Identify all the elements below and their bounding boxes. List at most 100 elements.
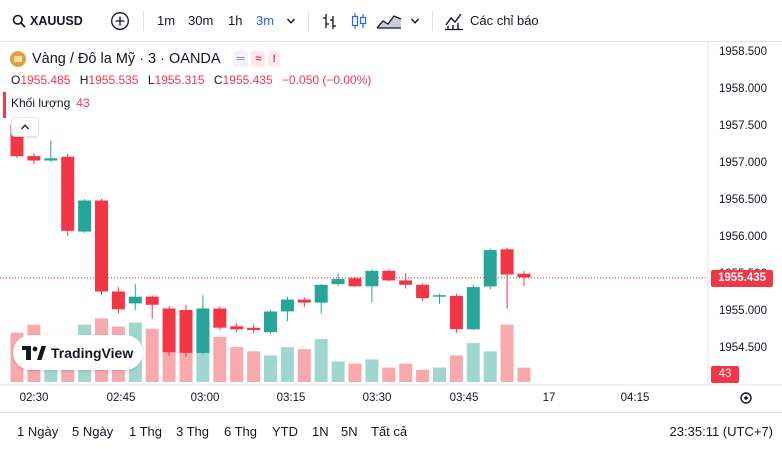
chevron-down-icon: [286, 18, 296, 24]
range-all[interactable]: Tất cả: [371, 424, 408, 439]
candle-body: [500, 249, 514, 275]
gear-icon-center: [744, 396, 748, 400]
compare-symbol-button[interactable]: [110, 11, 130, 31]
time-tick-label: 04:15: [621, 392, 650, 404]
low-value: 1955.315: [154, 73, 205, 87]
volume-bar: [331, 361, 345, 382]
time-tick-label: 03:00: [191, 392, 220, 404]
last-price-label: 1955.435: [711, 270, 773, 287]
candle-body: [433, 295, 446, 297]
timeframe-dropdown[interactable]: [286, 11, 296, 31]
area-style-button[interactable]: [376, 11, 402, 31]
close-value: 1955.435: [222, 73, 273, 87]
candlestick-icon: [351, 13, 367, 29]
chevron-up-icon: [21, 124, 29, 130]
candle-body: [365, 270, 379, 287]
candle-body: [27, 156, 41, 161]
range-1-month[interactable]: 1 Thg: [129, 424, 163, 439]
candle-body: [399, 280, 413, 285]
plus-circle-icon: [111, 12, 129, 30]
candle-body: [179, 310, 193, 353]
candle-body: [416, 284, 430, 299]
candle-series: [10, 121, 531, 357]
low-label: L: [147, 73, 155, 87]
range-5-days[interactable]: 5 Ngày: [72, 424, 114, 439]
volume-bar: [280, 347, 294, 382]
candle-body: [382, 270, 396, 281]
time-axis[interactable]: 02:30 02:45 03:00 03:15 03:30 03:45 17 04:15: [20, 392, 650, 404]
volume-bar: [483, 351, 497, 382]
market-status-badge[interactable]: ═: [232, 51, 249, 67]
candle-body: [280, 299, 294, 312]
time-tick-label: 03:15: [277, 392, 306, 404]
toolbar-divider: [143, 11, 144, 31]
area-chart-icon: [376, 15, 402, 29]
volume-bar: [297, 349, 311, 382]
volume-bar: [517, 367, 531, 382]
alert-badge[interactable]: !: [268, 51, 281, 67]
volume-bar: [264, 355, 277, 382]
volume-bar: [314, 338, 328, 382]
go-to-settings-button[interactable]: [740, 392, 752, 404]
candle-body: [145, 296, 159, 305]
range-5-years[interactable]: 5N: [341, 424, 358, 439]
candles-style-button[interactable]: [350, 11, 368, 31]
volume-pane-marker: [3, 92, 6, 118]
gear-icon: [740, 392, 752, 404]
timeframe-30m[interactable]: 30m: [188, 13, 214, 28]
range-3-months[interactable]: 3 Thg: [176, 424, 210, 439]
range-1-year[interactable]: 1N: [312, 424, 329, 439]
price-tick-label: 1954.500: [719, 342, 767, 354]
volume-bar: [399, 363, 413, 382]
candle-body: [331, 278, 345, 285]
candle-body: [213, 308, 227, 328]
price-chart[interactable]: 1958.500 1958.000 1957.500 1957.000 1956.500…: [0, 0, 782, 413]
candle-body: [95, 200, 108, 292]
collapse-legend-button[interactable]: [11, 117, 39, 137]
candle-body: [162, 308, 176, 353]
candle-body: [78, 200, 92, 232]
time-tick-label: 03:30: [363, 392, 392, 404]
price-axis[interactable]: 1958.500 1958.000 1957.500 1957.000 1956.500…: [719, 46, 767, 354]
bars-style-button[interactable]: [322, 11, 338, 31]
volume-bar: [466, 343, 480, 382]
candle-body: [449, 295, 463, 330]
price-tick-label: 1955.000: [719, 305, 767, 317]
indicators-icon: [445, 13, 463, 31]
time-tick-label: 17: [543, 392, 556, 404]
candle-body: [517, 273, 531, 278]
symbol-search-button[interactable]: XAUUSD: [12, 11, 83, 31]
tradingview-logo[interactable]: TradingView: [13, 335, 143, 370]
chevron-down-icon: [410, 18, 420, 24]
volume-legend[interactable]: Khối lượng 43: [11, 96, 90, 110]
candle-body: [230, 326, 244, 330]
bars-icon: [323, 14, 336, 29]
time-tick-label: 02:30: [20, 392, 49, 404]
data-problem-badge[interactable]: ≈: [251, 51, 266, 67]
timeframe-3m[interactable]: 3m: [256, 13, 275, 28]
timeframe-1m[interactable]: 1m: [157, 13, 176, 28]
price-tick-label: 1958.500: [719, 46, 767, 58]
range-ytd[interactable]: YTD: [272, 424, 298, 439]
timezone-clock[interactable]: 23:35:11 (UTC+7): [669, 424, 773, 439]
volume-bar: [433, 367, 446, 382]
volume-bar: [230, 347, 244, 382]
range-1-day[interactable]: 1 Ngày: [17, 424, 59, 439]
toolbar-divider: [432, 11, 433, 31]
high-value: 1955.535: [88, 73, 139, 87]
symbol-legend[interactable]: Vàng / Đô la Mỹ · 3 · OANDA ═ ≈ !: [10, 51, 281, 67]
gold-symbol-icon: [10, 51, 26, 67]
timeframe-1h[interactable]: 1h: [228, 13, 243, 28]
open-value: 1955.485: [20, 73, 71, 87]
chart-type-dropdown[interactable]: [410, 11, 420, 31]
indicators-button[interactable]: Các chỉ báo: [444, 11, 539, 31]
ohlc-values: O1955.485 H1955.535 L1955.315 C1955.435 …: [11, 73, 377, 87]
toolbar-divider: [308, 11, 309, 31]
open-label: O: [11, 73, 21, 87]
time-tick-label: 03:45: [450, 392, 479, 404]
volume-bar: [365, 359, 379, 382]
change-value: −0.050 (−0.00%): [282, 73, 372, 87]
symbol-label: XAUUSD: [30, 14, 83, 28]
range-6-months[interactable]: 6 Thg: [224, 424, 258, 439]
price-tick-label: 1957.000: [719, 157, 767, 169]
